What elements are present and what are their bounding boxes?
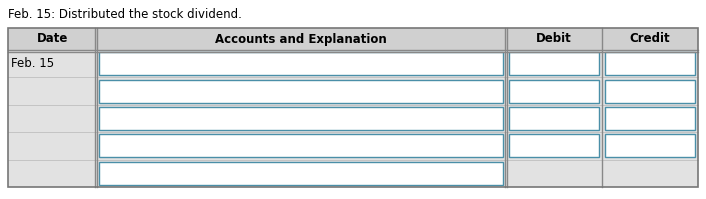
- Bar: [509, 134, 599, 157]
- Text: Debit: Debit: [537, 32, 572, 46]
- Bar: [605, 107, 695, 130]
- Bar: [605, 52, 695, 75]
- Bar: [509, 52, 599, 75]
- Text: Credit: Credit: [630, 32, 671, 46]
- Text: Feb. 15: Feb. 15: [11, 57, 54, 70]
- Bar: [100, 162, 503, 185]
- Text: Feb. 15: Distributed the stock dividend.: Feb. 15: Distributed the stock dividend.: [8, 8, 242, 21]
- Bar: [100, 107, 503, 130]
- Bar: [509, 80, 599, 103]
- Bar: [509, 107, 599, 130]
- Bar: [8, 28, 698, 187]
- Bar: [100, 52, 503, 75]
- Bar: [100, 134, 503, 157]
- Bar: [605, 134, 695, 157]
- Bar: [8, 28, 698, 50]
- Bar: [100, 80, 503, 103]
- Bar: [605, 80, 695, 103]
- Text: Accounts and Explanation: Accounts and Explanation: [215, 32, 387, 46]
- Text: Date: Date: [37, 32, 68, 46]
- Bar: [8, 28, 698, 187]
